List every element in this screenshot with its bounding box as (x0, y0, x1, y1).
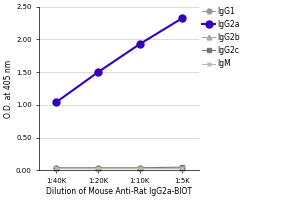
Legend: IgG1, IgG2a, IgG2b, IgG2c, IgM: IgG1, IgG2a, IgG2b, IgG2c, IgM (202, 7, 240, 68)
Y-axis label: O.D. at 405 nm: O.D. at 405 nm (4, 59, 13, 118)
IgG2c (138, 167, 142, 169)
IgG2a (180, 17, 184, 20)
Line: IgG1: IgG1 (54, 166, 184, 171)
IgG2c (54, 167, 58, 169)
IgG2b (138, 167, 142, 170)
IgG1 (180, 167, 184, 170)
IgG2b (180, 167, 184, 170)
IgM (180, 167, 184, 170)
IgG2c (180, 166, 184, 168)
IgM (96, 167, 100, 170)
Line: IgG2b: IgG2b (54, 166, 184, 171)
IgG2a (54, 101, 58, 103)
IgG2a (138, 43, 142, 45)
Line: IgG2a: IgG2a (52, 15, 185, 106)
IgG2b (54, 167, 58, 170)
IgG1 (54, 167, 58, 170)
IgG2a (96, 71, 100, 73)
IgG1 (138, 167, 142, 170)
IgG2c (96, 167, 100, 169)
Line: IgM: IgM (54, 166, 184, 171)
IgG2b (96, 167, 100, 170)
Line: IgG2c: IgG2c (54, 165, 184, 170)
IgG1 (96, 167, 100, 170)
IgM (54, 167, 58, 170)
X-axis label: Dilution of Mouse Anti-Rat IgG2a-BIOT: Dilution of Mouse Anti-Rat IgG2a-BIOT (46, 187, 192, 196)
IgM (138, 167, 142, 170)
